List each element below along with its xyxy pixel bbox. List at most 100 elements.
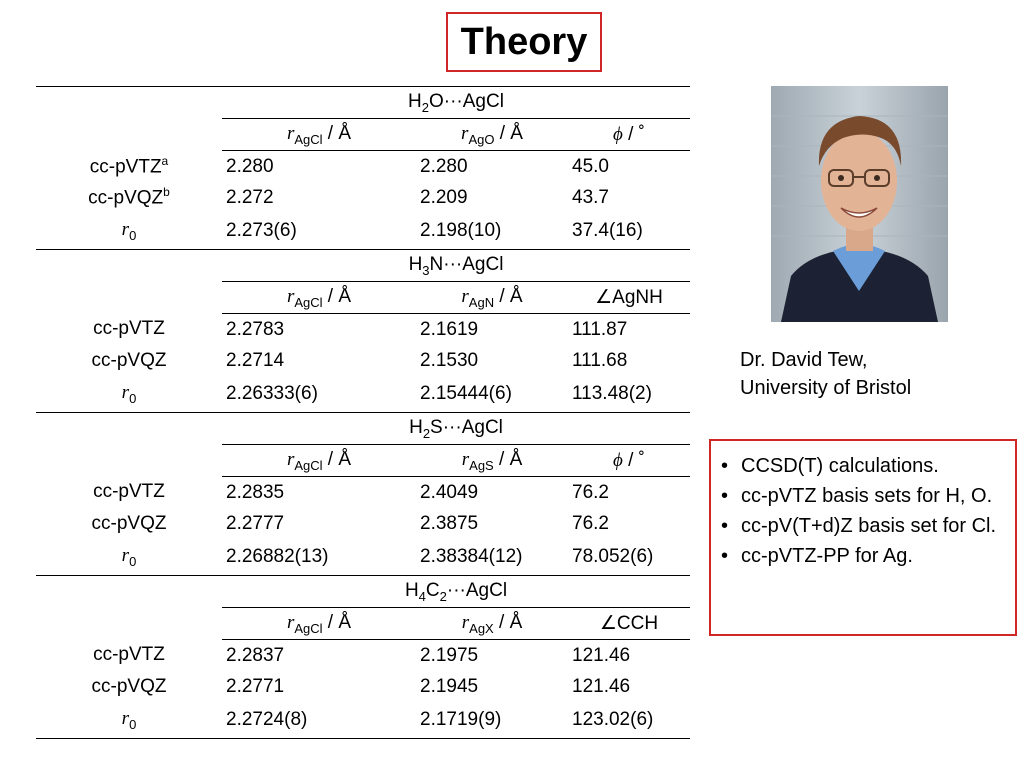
table-cell: 76.2 — [572, 512, 609, 534]
table-cell: 123.02(6) — [568, 702, 690, 739]
section-molecule-row: H2S···AgCl — [36, 412, 690, 445]
table-cell: 121.46 — [572, 644, 631, 666]
table-row: cc-pVQZb 2.272 2.209 43.7 — [36, 182, 690, 213]
molecule-name: H4C2···AgCl — [222, 575, 690, 608]
section-molecule-row: H2O···AgCl — [36, 86, 690, 119]
table-cell: 2.2714 — [226, 349, 285, 371]
row-label: r0 — [36, 376, 222, 413]
note-text: CCSD(T) calculations. — [741, 455, 939, 477]
method-notes-list: • CCSD(T) calculations. • cc-pVTZ basis set… — [719, 451, 1009, 571]
bullet-icon: • — [721, 485, 729, 507]
table-cell: 2.1975 — [420, 644, 479, 666]
table-cell: 2.3875 — [420, 512, 479, 534]
table-cell: 111.68 — [572, 349, 628, 371]
caption-name: Dr. David Tew, — [740, 349, 868, 371]
bullet-icon: • — [721, 455, 729, 477]
table-cell: 2.1719(9) — [416, 702, 568, 739]
column-header: rAgX / Å — [416, 607, 568, 640]
table-cell: 2.15444(6) — [416, 376, 568, 413]
table-cell: 2.273(6) — [222, 213, 416, 250]
row-label: r0 — [36, 213, 222, 250]
section-molecule-row: H4C2···AgCl — [36, 575, 690, 608]
table-row: cc-pVTZ 2.2783 2.1619 111.87 — [36, 314, 690, 346]
table-cell: 111.87 — [572, 318, 628, 340]
table-cell: 2.2724(8) — [222, 702, 416, 739]
note-text: cc-pVTZ basis sets for H, O. — [741, 485, 993, 507]
table-cell: 2.272 — [226, 186, 274, 208]
column-header: ∠AgNH — [568, 281, 690, 314]
list-item: • cc-pVTZ-PP for Ag. — [719, 541, 1009, 571]
table-cell: 78.052(6) — [568, 539, 690, 576]
column-header: rAgCl / Å — [222, 118, 416, 151]
list-item: • CCSD(T) calculations. — [719, 451, 1009, 481]
list-item: • cc-pVTZ basis sets for H, O. — [719, 481, 1009, 511]
row-label: cc-pVTZ — [93, 481, 165, 503]
column-header: rAgN / Å — [416, 281, 568, 314]
table-cell: 121.46 — [572, 675, 631, 697]
portrait-photo — [771, 86, 948, 322]
table-row: r0 2.273(6) 2.198(10) 37.4(16) — [36, 213, 690, 250]
table-cell: 2.2771 — [226, 675, 285, 697]
table-cell: 43.7 — [572, 186, 609, 208]
molecule-name: H2O···AgCl — [222, 86, 690, 119]
table-row: cc-pVQZ 2.2714 2.1530 111.68 — [36, 345, 690, 376]
column-header: rAgS / Å — [416, 444, 568, 477]
photo-caption: Dr. David Tew, University of Bristol — [740, 346, 911, 402]
row-label: r0 — [36, 702, 222, 739]
table-row: cc-pVTZa 2.280 2.280 45.0 — [36, 151, 690, 183]
column-header: ϕ / ˚ — [568, 118, 690, 151]
table-cell: 2.280 — [226, 155, 274, 177]
note-text: cc-pV(T+d)Z basis set for Cl. — [741, 515, 997, 537]
table-cell: 2.26882(13) — [222, 539, 416, 576]
table-row: r0 2.26882(13) 2.38384(12) 78.052(6) — [36, 539, 690, 576]
table-cell: 2.4049 — [420, 481, 479, 503]
method-notes-box: • CCSD(T) calculations. • cc-pVTZ basis set… — [709, 439, 1017, 636]
table-cell: 2.26333(6) — [222, 376, 416, 413]
table-cell: 37.4(16) — [568, 213, 690, 250]
table-cell: 45.0 — [572, 155, 609, 177]
note-text: cc-pVTZ-PP for Ag. — [741, 545, 913, 567]
table-cell: 2.2777 — [226, 512, 285, 534]
column-header: rAgO / Å — [416, 118, 568, 151]
row-label: cc-pVTZa — [89, 154, 169, 178]
row-label: r0 — [36, 539, 222, 576]
table-row: r0 2.2724(8) 2.1719(9) 123.02(6) — [36, 702, 690, 739]
row-label: cc-pVTZ — [93, 644, 165, 666]
table-cell: 2.38384(12) — [416, 539, 568, 576]
table-row: r0 2.26333(6) 2.15444(6) 113.48(2) — [36, 376, 690, 413]
row-label: cc-pVQZb — [88, 185, 170, 209]
row-label: cc-pVQZ — [91, 349, 167, 371]
column-header: rAgCl / Å — [222, 281, 416, 314]
bullet-icon: • — [721, 515, 729, 537]
table-cell: 2.1945 — [420, 675, 479, 697]
table-cell: 2.209 — [420, 186, 468, 208]
column-header: ϕ / ˚ — [568, 444, 690, 477]
table-cell: 2.280 — [420, 155, 468, 177]
row-label: cc-pVTZ — [93, 318, 165, 340]
table-row: cc-pVQZ 2.2777 2.3875 76.2 — [36, 508, 690, 539]
section-molecule-row: H3N···AgCl — [36, 249, 690, 282]
molecule-name: H2S···AgCl — [222, 412, 690, 445]
table-cell: 2.2837 — [226, 644, 285, 666]
table-cell: 2.2783 — [226, 318, 285, 340]
table-cell: 76.2 — [572, 481, 609, 503]
table-cell: 2.1530 — [420, 349, 479, 371]
molecule-name: H3N···AgCl — [222, 249, 690, 282]
bullet-icon: • — [721, 545, 729, 567]
row-label: cc-pVQZ — [91, 512, 167, 534]
column-header: ∠CCH — [568, 607, 690, 640]
column-header: rAgCl / Å — [222, 444, 416, 477]
table-cell: 2.2835 — [226, 481, 285, 503]
list-item: • cc-pV(T+d)Z basis set for Cl. — [719, 511, 1009, 541]
table-row: cc-pVTZ 2.2837 2.1975 121.46 — [36, 640, 690, 672]
table-cell: 2.1619 — [420, 318, 479, 340]
column-header: rAgCl / Å — [222, 607, 416, 640]
table-row: cc-pVTZ 2.2835 2.4049 76.2 — [36, 477, 690, 509]
caption-affiliation: University of Bristol — [740, 377, 912, 399]
